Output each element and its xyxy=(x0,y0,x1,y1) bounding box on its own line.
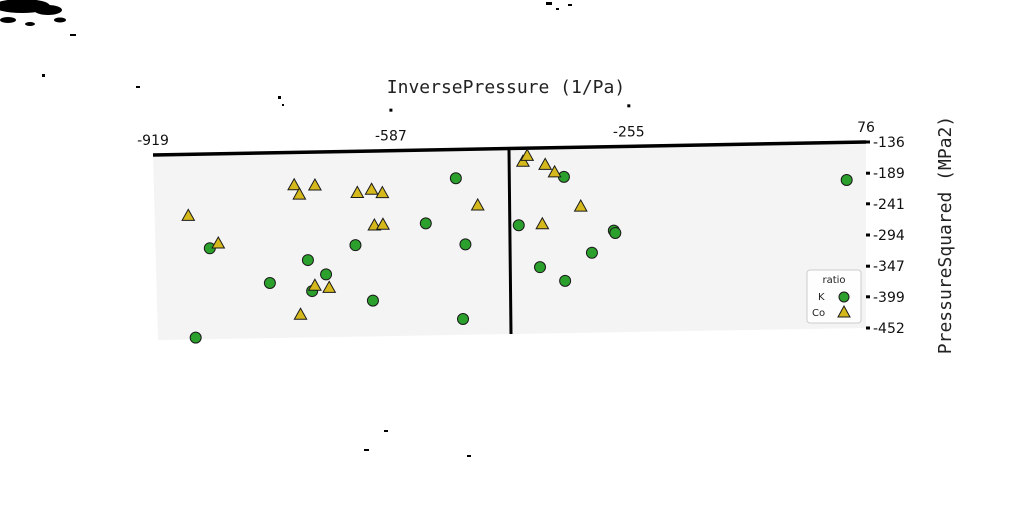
legend-marker-k xyxy=(838,291,850,303)
legend-label-k: K xyxy=(818,292,825,303)
legend-box xyxy=(806,269,862,324)
data-point-co xyxy=(573,199,588,212)
y-tick-label: -347 xyxy=(873,259,905,275)
data-point-k xyxy=(559,274,572,287)
x-tick-label: -587 xyxy=(375,129,407,145)
data-point-k xyxy=(585,246,598,259)
data-point-k xyxy=(459,238,472,251)
y-tick-mark xyxy=(866,264,870,268)
x-tick-label: -255 xyxy=(613,124,645,140)
y-axis-ticks: -136 -189 -241 -294 -347 -399 -452 xyxy=(866,135,905,337)
y-tick-label: -136 xyxy=(873,135,905,151)
data-point-k xyxy=(840,174,853,187)
y-tick-mark xyxy=(866,295,870,299)
data-point-co xyxy=(307,177,322,191)
data-point-co xyxy=(375,185,390,199)
background-noise xyxy=(0,0,572,457)
legend-title: ratio xyxy=(822,275,845,286)
data-point-co xyxy=(287,177,302,191)
y-tick-mark xyxy=(866,202,870,206)
data-point-co xyxy=(538,157,553,170)
y-tick-mark xyxy=(866,140,870,144)
x-tick-label: 76 xyxy=(857,120,875,136)
data-point-k xyxy=(449,172,462,185)
y-tick-label: -452 xyxy=(873,321,905,337)
data-points xyxy=(181,148,853,344)
data-point-k xyxy=(189,331,202,344)
data-point-k xyxy=(320,268,333,281)
y-tick-label: -241 xyxy=(873,197,905,213)
data-point-co xyxy=(535,216,550,230)
legend-label-co: Co xyxy=(812,308,825,319)
data-point-co xyxy=(375,217,390,230)
y-axis-title: PressureSquared (MPa2) xyxy=(935,116,956,354)
data-point-k xyxy=(349,239,362,252)
data-point-k xyxy=(419,217,432,230)
data-point-k xyxy=(457,312,470,325)
x-tick-label: -919 xyxy=(137,133,169,149)
x-axis-ticks: -919 -587 -255 76 xyxy=(137,104,875,149)
data-point-co xyxy=(350,185,365,198)
data-point-co xyxy=(364,182,379,195)
x-axis-title: InversePressure (1/Pa) xyxy=(387,77,625,98)
vertical-reference-line xyxy=(507,149,513,335)
y-tick-label: -294 xyxy=(873,228,905,244)
y-tick-mark xyxy=(866,326,870,330)
data-point-co xyxy=(292,187,307,200)
data-point-co xyxy=(470,197,485,211)
data-point-k xyxy=(533,261,546,274)
y-tick-label: -189 xyxy=(873,166,905,182)
data-point-k xyxy=(512,219,525,232)
data-point-co xyxy=(520,148,535,161)
y-tick-label: -399 xyxy=(873,290,905,306)
y-tick-mark xyxy=(866,233,870,237)
data-point-k xyxy=(301,254,314,267)
legend: ratio K Co xyxy=(806,269,862,324)
data-point-k xyxy=(263,277,276,290)
data-point-co xyxy=(293,307,308,320)
data-point-k xyxy=(366,294,379,307)
y-tick-mark xyxy=(866,171,870,175)
legend-marker-co xyxy=(837,304,851,318)
x-tick-mark xyxy=(627,104,631,108)
data-point-co xyxy=(181,208,196,221)
data-point-co xyxy=(322,280,337,293)
x-axis-line xyxy=(152,140,867,157)
data-point-co xyxy=(547,164,562,178)
data-point-co xyxy=(211,235,226,249)
x-tick-mark xyxy=(389,108,393,112)
data-point-co xyxy=(307,278,322,291)
data-point-k xyxy=(609,226,622,239)
